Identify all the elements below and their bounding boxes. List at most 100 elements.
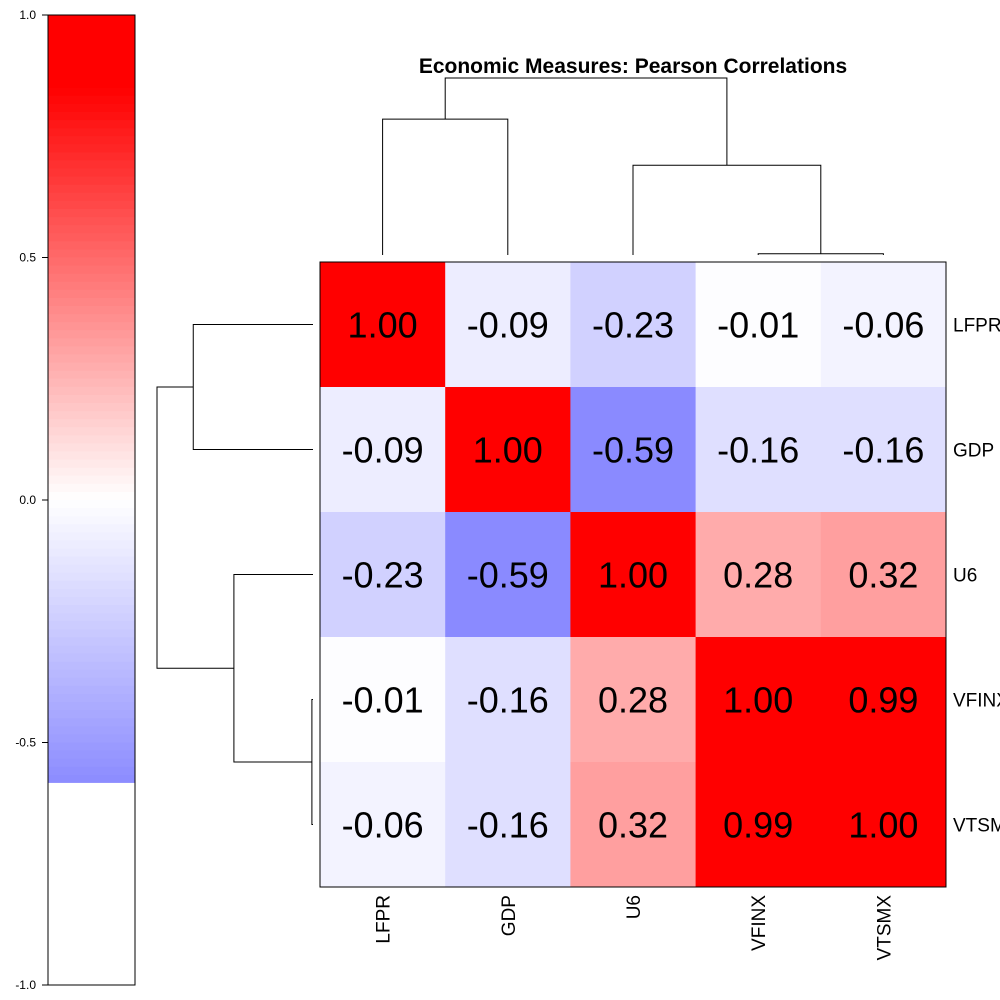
colorbar-segment bbox=[48, 249, 135, 259]
heatmap-cell-gdp-vfinx bbox=[695, 387, 822, 513]
heatmap-cell-gdp-lfpr bbox=[320, 387, 446, 513]
colorbar-segment bbox=[48, 23, 135, 32]
colorbar-segment bbox=[48, 702, 135, 711]
colorbar-segment bbox=[48, 209, 135, 218]
row-label-vtsmx: VTSMX bbox=[953, 816, 1000, 837]
colorbar-segment bbox=[48, 532, 135, 542]
colorbar-segment bbox=[48, 200, 135, 210]
row-dendrogram-branch bbox=[192, 324, 313, 450]
row-dendrogram-branch bbox=[156, 386, 234, 669]
colorbar-segment bbox=[48, 694, 135, 703]
colorbar-segment bbox=[48, 451, 135, 461]
colorbar-segment bbox=[48, 952, 135, 962]
heatmap-cell-u6-gdp bbox=[445, 512, 571, 638]
colorbar-segment bbox=[48, 128, 135, 137]
colorbar-segment bbox=[48, 483, 135, 493]
row-labels: LFPR GDP U6 VFINX VTSMX bbox=[953, 316, 1000, 837]
colorbar-segment bbox=[48, 63, 135, 73]
colorbar-tick-label: -1.0 bbox=[15, 978, 36, 992]
colorbar-segment bbox=[48, 225, 135, 234]
colorbar-segment bbox=[48, 176, 135, 186]
colorbar-segment bbox=[48, 799, 135, 808]
cell-value-label: 1.00 bbox=[473, 430, 543, 471]
colorbar-segment bbox=[48, 524, 135, 533]
colorbar-segment bbox=[48, 758, 135, 768]
colorbar-segment bbox=[48, 273, 135, 283]
heatmap-cell-lfpr-lfpr bbox=[320, 262, 446, 388]
cell-value-label: 0.28 bbox=[598, 680, 668, 721]
heatmap-cell-lfpr-u6 bbox=[570, 262, 697, 388]
cell-value-label: 1.00 bbox=[348, 305, 418, 346]
colorbar-segment bbox=[48, 39, 135, 48]
colorbar-segment bbox=[48, 346, 135, 356]
row-label-vfinx: VFINX bbox=[953, 691, 1000, 712]
heatmap-cell-u6-lfpr bbox=[320, 512, 446, 638]
colorbar-segment bbox=[48, 597, 135, 606]
chart-title: Economic Measures: Pearson Correlations bbox=[419, 55, 847, 78]
cell-value-label: -0.16 bbox=[467, 680, 549, 721]
colorbar-segment bbox=[48, 976, 135, 986]
heatmap-cell-lfpr-gdp bbox=[445, 262, 571, 388]
colorbar-segment bbox=[48, 87, 135, 97]
colorbar-segment bbox=[48, 459, 135, 469]
column-dendrogram-branch bbox=[444, 77, 728, 166]
colorbar-segment bbox=[48, 960, 135, 970]
colorbar-segment bbox=[48, 47, 135, 57]
colorbar-segment bbox=[48, 718, 135, 727]
cell-value-label: 1.00 bbox=[723, 680, 793, 721]
colorbar-segment bbox=[48, 766, 135, 776]
colorbar-segment bbox=[48, 710, 135, 719]
column-label-lfpr: LFPR bbox=[374, 895, 395, 944]
colorbar-segment bbox=[48, 491, 135, 501]
cell-value-label: -0.23 bbox=[592, 305, 674, 346]
colorbar-segment bbox=[48, 677, 135, 687]
colorbar-segment bbox=[48, 839, 135, 849]
column-dendrogram-branch bbox=[632, 164, 822, 255]
colorbar-segment bbox=[48, 217, 135, 226]
colorbar-segment bbox=[48, 297, 135, 307]
heatmap-cell-vfinx-lfpr bbox=[320, 637, 446, 763]
colorbar-segment bbox=[48, 265, 135, 275]
cell-value-label: -0.16 bbox=[467, 805, 549, 846]
column-label-gdp: GDP bbox=[499, 895, 520, 936]
colorbar-segment bbox=[48, 330, 135, 339]
cell-value-label: 0.28 bbox=[723, 555, 793, 596]
cell-value-label: 1.00 bbox=[848, 805, 918, 846]
colorbar-segment bbox=[48, 928, 135, 938]
colorbar-segment bbox=[48, 508, 135, 517]
colorbar-segment bbox=[48, 475, 135, 485]
heatmap-cell-vfinx-gdp bbox=[445, 637, 571, 763]
cell-value-label: 0.99 bbox=[723, 805, 793, 846]
colorbar-segment bbox=[48, 403, 135, 412]
heatmap-cell-vtsmx-vfinx bbox=[695, 762, 822, 888]
colorbar-segment bbox=[48, 160, 135, 170]
colorbar-segment bbox=[48, 192, 135, 202]
colorbar-segment bbox=[48, 807, 135, 816]
cell-value-label: 1.00 bbox=[598, 555, 668, 596]
colorbar-segment bbox=[48, 168, 135, 178]
heatmap-cell-vfinx-u6 bbox=[570, 637, 697, 763]
colorbar-segment bbox=[48, 112, 135, 121]
colorbar-segment bbox=[48, 31, 135, 40]
colorbar-segment bbox=[48, 354, 135, 364]
colorbar-segment bbox=[48, 726, 135, 736]
cell-value-label: -0.23 bbox=[342, 555, 424, 596]
cell-value-label: 0.32 bbox=[598, 805, 668, 846]
colorbar-segment bbox=[48, 742, 135, 752]
cell-value-label: -0.16 bbox=[717, 430, 799, 471]
colorbar-segment bbox=[48, 823, 135, 833]
colorbar-segment bbox=[48, 467, 135, 477]
colorbar-segment bbox=[48, 144, 135, 154]
colorbar-segment bbox=[48, 871, 135, 881]
heatmap-cell-vtsmx-lfpr bbox=[320, 762, 446, 888]
colorbar-segment bbox=[48, 685, 135, 695]
colorbar-tick-label: -0.5 bbox=[15, 736, 36, 750]
colorbar-segment bbox=[48, 621, 135, 630]
heatmap-cell-vtsmx-gdp bbox=[445, 762, 571, 888]
colorbar-segment bbox=[48, 370, 135, 380]
cell-value-label: -0.06 bbox=[842, 305, 924, 346]
heatmap-cell-vfinx-vtsmx bbox=[820, 637, 947, 763]
colorbar-segment bbox=[48, 791, 135, 800]
colorbar-segment bbox=[48, 645, 135, 655]
column-labels: LFPR GDP U6 VFINX VTSMX bbox=[374, 895, 896, 961]
